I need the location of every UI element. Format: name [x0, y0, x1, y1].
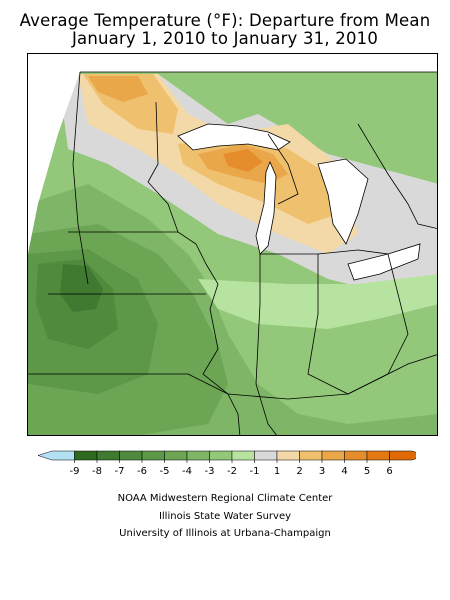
legend-color-swatch	[389, 450, 416, 461]
legend-color-swatch	[299, 450, 323, 461]
border-mn-ia	[68, 231, 207, 265]
lake-michigan	[255, 160, 277, 255]
border-il-west	[202, 263, 241, 435]
legend-tick-label: 4	[341, 466, 347, 477]
border-mi-up	[267, 133, 299, 205]
anomaly-minus7-zone	[60, 264, 103, 312]
legend-tick-label: -6	[137, 466, 147, 477]
border-west-mn	[72, 71, 89, 285]
temperature-departure-map	[28, 71, 437, 435]
anomaly-minus1-zone	[198, 274, 437, 329]
border-mo-ar	[28, 373, 229, 395]
legend-color-swatch	[186, 450, 210, 461]
border-il-in	[255, 254, 277, 435]
border-ky-tn	[227, 354, 437, 400]
legend-color-swatch	[231, 450, 255, 461]
legend-color-swatch	[74, 450, 98, 461]
legend-color-swatch	[119, 450, 143, 461]
map-title: Average Temperature (°F): Departure from…	[19, 11, 431, 30]
color-scale-legend: -9 -8 -7 -6 -5 -4 -3 -2 -1 1 2 3 4 5 6	[37, 450, 416, 477]
state-borders	[28, 71, 437, 435]
credit-line: NOAA Midwestern Regional Climate Center	[117, 493, 333, 504]
border-mn-wi	[147, 101, 179, 233]
legend-tick-label: -1	[250, 466, 260, 477]
legend-color-swatch	[141, 450, 165, 461]
legend-tick-label: -4	[182, 466, 192, 477]
legend-color-swatch	[366, 450, 390, 461]
legend-color-swatch	[254, 450, 278, 461]
anomaly-plus4-zone	[223, 149, 263, 172]
legend-color-swatch	[209, 450, 233, 461]
legend-color-swatch	[96, 450, 120, 461]
legend-color-swatch	[164, 450, 188, 461]
legend-tick-label: 2	[296, 466, 302, 477]
legend-tick-label: -5	[160, 466, 170, 477]
legend-tick-label: 5	[364, 466, 370, 477]
legend-tick-label: -7	[115, 466, 125, 477]
lake-superior	[177, 123, 291, 151]
legend-tick-label: 1	[274, 466, 280, 477]
legend-tick-label: -2	[227, 466, 237, 477]
map-subtitle: January 1, 2010 to January 31, 2010	[71, 29, 379, 48]
legend-tick-label: 3	[319, 466, 325, 477]
border-canada	[357, 123, 437, 229]
credit-line: University of Illinois at Urbana-Champai…	[119, 528, 331, 539]
border-in-oh	[260, 253, 329, 385]
credit-line: Illinois State Water Survey	[158, 511, 292, 522]
lake-huron	[317, 158, 369, 245]
legend-color-swatch	[276, 450, 300, 461]
legend-color-swatch	[344, 450, 368, 461]
legend-tick-label: -3	[205, 466, 215, 477]
anomaly-field	[28, 72, 437, 435]
map-panel	[27, 53, 438, 436]
legend-tick-label: -8	[92, 466, 102, 477]
legend-color-swatch	[37, 450, 75, 461]
legend-tick-label: 6	[386, 466, 392, 477]
legend-color-swatch	[321, 450, 345, 461]
legend-tick-label: -9	[70, 466, 80, 477]
